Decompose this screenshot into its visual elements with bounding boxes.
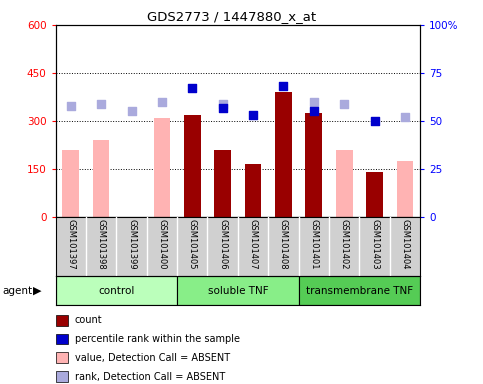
Text: GSM101397: GSM101397	[66, 219, 75, 270]
Text: GSM101406: GSM101406	[218, 219, 227, 269]
Point	[97, 101, 105, 107]
Bar	[298, 276, 420, 305]
Bar	[154, 118, 170, 217]
Text: GSM101404: GSM101404	[400, 219, 410, 269]
Bar	[336, 150, 353, 217]
Bar	[93, 140, 110, 217]
Point	[310, 108, 318, 114]
Text: percentile rank within the sample: percentile rank within the sample	[75, 334, 240, 344]
Text: GSM101399: GSM101399	[127, 219, 136, 269]
Text: GSM101408: GSM101408	[279, 219, 288, 269]
Bar	[177, 276, 298, 305]
Point	[128, 108, 135, 114]
Bar	[214, 150, 231, 217]
Bar	[305, 113, 322, 217]
Text: agent: agent	[2, 286, 32, 296]
Bar	[366, 172, 383, 217]
Point	[219, 101, 227, 107]
Point	[158, 99, 166, 105]
Bar	[275, 92, 292, 217]
Text: soluble TNF: soluble TNF	[208, 286, 268, 296]
Point	[371, 118, 379, 124]
Bar	[245, 164, 261, 217]
Text: control: control	[98, 286, 134, 296]
Point	[67, 103, 74, 109]
Point	[219, 104, 227, 111]
Text: ▶: ▶	[33, 286, 42, 296]
Text: GSM101402: GSM101402	[340, 219, 349, 269]
Bar	[56, 276, 177, 305]
Point	[310, 99, 318, 105]
Text: GSM101407: GSM101407	[249, 219, 257, 269]
Text: value, Detection Call = ABSENT: value, Detection Call = ABSENT	[75, 353, 230, 363]
Text: GSM101398: GSM101398	[97, 219, 106, 270]
Point	[341, 101, 348, 107]
Point	[401, 114, 409, 120]
Text: GSM101401: GSM101401	[309, 219, 318, 269]
Point	[188, 85, 196, 91]
Text: GSM101403: GSM101403	[370, 219, 379, 269]
Bar	[184, 114, 200, 217]
Text: GSM101400: GSM101400	[157, 219, 167, 269]
Text: rank, Detection Call = ABSENT: rank, Detection Call = ABSENT	[75, 372, 225, 382]
Text: count: count	[75, 315, 102, 325]
Bar	[397, 161, 413, 217]
Text: GDS2773 / 1447880_x_at: GDS2773 / 1447880_x_at	[147, 10, 316, 23]
Point	[280, 83, 287, 89]
Bar	[62, 150, 79, 217]
Point	[249, 112, 257, 118]
Text: transmembrane TNF: transmembrane TNF	[306, 286, 413, 296]
Text: GSM101405: GSM101405	[188, 219, 197, 269]
